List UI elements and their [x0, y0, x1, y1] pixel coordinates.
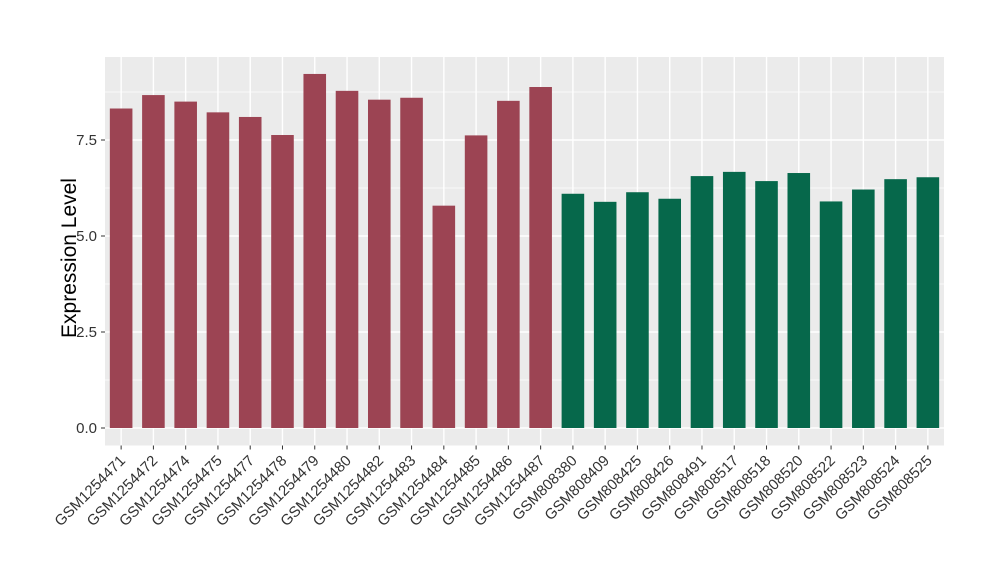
bar-GSM1254484: [432, 205, 456, 428]
bar-GSM1254474: [174, 101, 197, 428]
bar-GSM808380: [561, 193, 585, 428]
bar-GSM808491: [690, 176, 714, 428]
y-tick-label: 5.0: [76, 228, 97, 245]
bar-GSM1254482: [367, 99, 391, 429]
panel-layer: [105, 57, 944, 446]
bar-GSM1254478: [271, 135, 294, 428]
bar-GSM808523: [852, 189, 875, 428]
bars-layer: [109, 73, 940, 429]
y-axis-title: Expression Level: [58, 178, 81, 338]
bar-GSM1254475: [206, 112, 230, 429]
bar-GSM808520: [787, 173, 811, 428]
y-tick-label: 0.0: [76, 420, 97, 437]
bar-GSM1254480: [335, 90, 359, 429]
bar-GSM808522: [819, 201, 843, 428]
bar-GSM808517: [722, 171, 746, 428]
bar-GSM1254472: [142, 95, 165, 429]
bar-GSM1254471: [109, 108, 133, 429]
bar-GSM808525: [916, 177, 940, 428]
y-tick-label: 2.5: [76, 324, 97, 341]
bar-GSM1254477: [238, 116, 262, 429]
plot-panel: [105, 57, 944, 446]
bar-GSM808425: [626, 192, 649, 428]
bar-GSM1254485: [464, 135, 488, 428]
bar-GSM808524: [884, 179, 907, 428]
bar-GSM808518: [755, 181, 778, 428]
bar-GSM808409: [593, 201, 617, 428]
bar-GSM1254483: [400, 97, 423, 428]
bar-GSM1254487: [529, 87, 552, 429]
bar-GSM1254479: [303, 73, 327, 429]
bar-GSM1254486: [497, 100, 520, 428]
bar-GSM808426: [658, 198, 682, 428]
y-tick-label: 7.5: [76, 132, 97, 149]
